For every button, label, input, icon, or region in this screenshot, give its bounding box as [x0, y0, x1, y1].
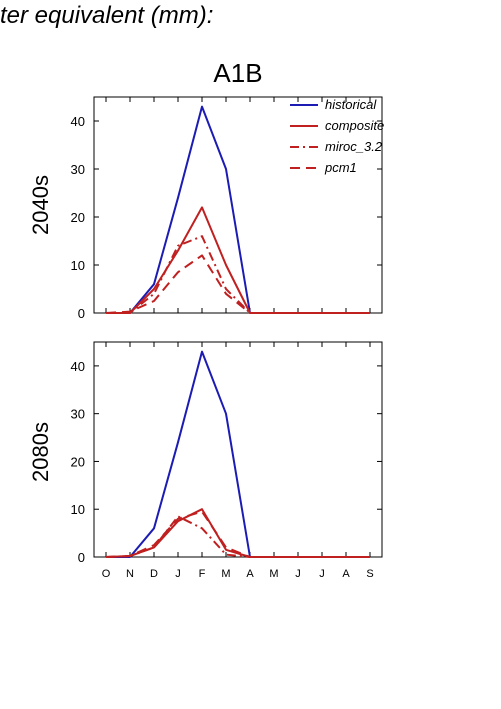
x-tick-label: A: [342, 568, 350, 580]
y-tick-label: 0: [78, 306, 85, 321]
legend-label: composite: [325, 118, 384, 133]
legend-label: miroc_3.2: [325, 139, 383, 154]
legend: historical composite miroc_3.2 pcm1: [290, 97, 384, 175]
series-line-pcm1: [105, 254, 370, 314]
x-tick-label: J: [319, 568, 325, 580]
y-tick-label: 40: [71, 359, 85, 374]
plot-frame: [93, 96, 383, 314]
x-tick-label: F: [199, 568, 206, 580]
series-line-historical: [106, 105, 370, 314]
series-line-miroc-3-2: [105, 515, 370, 558]
x-tick-label: J: [175, 568, 181, 580]
x-tick-label: M: [269, 568, 278, 580]
legend-label: historical: [325, 97, 377, 112]
y-tick-label: 10: [71, 258, 85, 273]
y-tick-label: 10: [71, 502, 85, 517]
y-tick-label: 30: [71, 162, 85, 177]
x-tick-label: J: [295, 568, 301, 580]
series-line-composite: [106, 206, 370, 314]
chart-title: A1B: [213, 58, 262, 88]
series-line-historical: [106, 350, 370, 558]
x-tick-label: M: [221, 568, 230, 580]
y-tick-label: 0: [78, 550, 85, 565]
y-tick-label: 20: [71, 454, 85, 469]
y-tick-label: 30: [71, 407, 85, 422]
x-tick-label: O: [102, 568, 111, 580]
y-axis-label: 2040s: [28, 175, 53, 235]
panel-2080s: 0 10 20 30 40 2080s O N D J F M A M J J A S: [28, 341, 383, 580]
x-tick-label: A: [246, 568, 254, 580]
x-tick-label: N: [126, 568, 134, 580]
x-tick-label: S: [366, 568, 373, 580]
y-axis-label: 2080s: [28, 422, 53, 482]
series-line-pcm1: [105, 510, 370, 558]
page-title: ter equivalent (mm):: [0, 2, 214, 29]
panel-2040s: 0 10 20 30 40 2040s: [28, 96, 383, 321]
x-tick-label: D: [150, 568, 158, 580]
plot-frame: [93, 341, 383, 558]
legend-label: pcm1: [324, 160, 357, 175]
y-tick-label: 40: [71, 114, 85, 129]
series-line-miroc-3-2: [106, 235, 370, 314]
y-tick-label: 20: [71, 210, 85, 225]
